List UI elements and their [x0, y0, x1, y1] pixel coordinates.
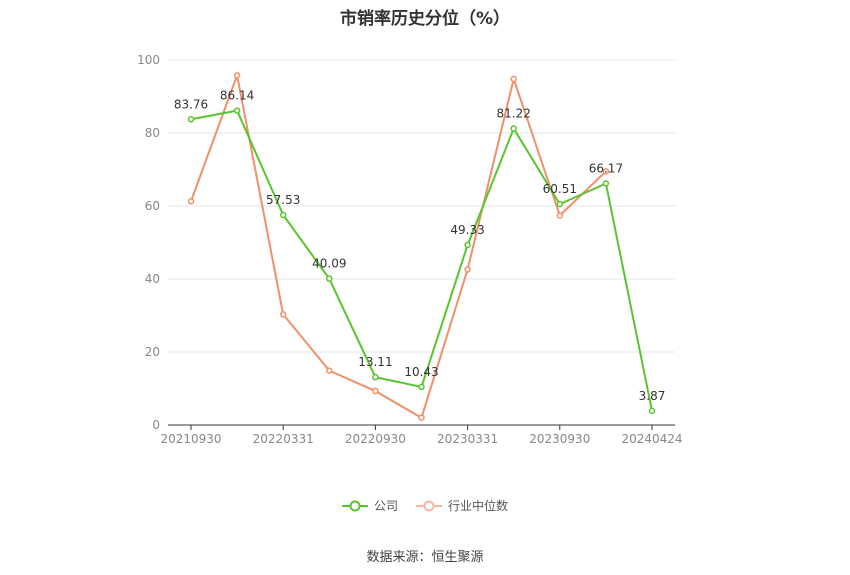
chart-title: 市销率历史分位（%） [339, 9, 511, 29]
data-point [602, 180, 610, 187]
data-labels: 83.76 86.14 57.53 40.09 13.11 10.43 49.33 81.22… [174, 89, 666, 403]
data-point [510, 75, 517, 83]
x-tick-label: 20220331 [253, 432, 314, 446]
series-line-1 [190, 74, 607, 419]
data-label: 83.76 [174, 97, 208, 111]
data-point [648, 407, 656, 415]
data-point [187, 116, 195, 123]
legend: 公司 行业中位数 [0, 497, 850, 514]
y-tick-label: 100 [137, 53, 160, 67]
industry-legend-icon [416, 500, 442, 511]
grid-lines [168, 59, 675, 426]
data-point [602, 168, 610, 175]
data-label: 13.11 [358, 355, 392, 369]
legend-item-industry[interactable]: 行业中位数 [416, 497, 508, 514]
y-axis: 0 20 40 60 80 100 [137, 53, 160, 432]
x-tick-label: 20210930 [160, 432, 221, 446]
data-point [326, 367, 333, 374]
x-tick-label: 20230331 [437, 432, 498, 446]
data-label: 81.22 [497, 107, 531, 121]
x-tick-label: 20240424 [621, 432, 682, 446]
company-legend-icon [341, 500, 368, 511]
data-label: 49.33 [450, 223, 484, 237]
data-label: 40.09 [312, 257, 346, 271]
data-point [464, 266, 471, 273]
data-label: 57.53 [266, 193, 300, 207]
y-tick-label: 20 [145, 345, 160, 359]
y-tick-label: 40 [145, 272, 160, 286]
data-point [556, 200, 564, 208]
y-tick-label: 80 [145, 126, 160, 140]
data-label: 66.17 [589, 161, 623, 175]
data-point [279, 211, 287, 219]
legend-label-industry: 行业中位数 [448, 499, 509, 513]
data-point [326, 275, 333, 282]
data-label: 86.14 [220, 89, 254, 103]
data-point [418, 414, 425, 421]
data-label: 10.43 [404, 365, 438, 379]
data-point [556, 212, 564, 219]
data-point [233, 72, 241, 79]
data-point [372, 387, 379, 395]
data-point [187, 198, 195, 205]
x-tick-label: 20230930 [529, 432, 590, 446]
y-tick-label: 0 [152, 418, 160, 432]
data-point [372, 373, 379, 381]
data-label: 60.51 [543, 182, 577, 196]
x-axis: 20210930 20220331 20220930 20230331 20230930… [160, 425, 683, 446]
x-tick-label: 20220930 [345, 432, 406, 446]
data-label: 3.87 [639, 389, 666, 403]
legend-item-company[interactable]: 公司 [341, 497, 398, 514]
series-layer [187, 72, 656, 421]
data-source: 数据来源：恒生聚源 [366, 550, 484, 565]
data-point [510, 125, 517, 132]
legend-label-company: 公司 [373, 499, 398, 513]
data-point [233, 107, 241, 114]
data-point [464, 241, 471, 249]
y-tick-label: 60 [145, 199, 160, 213]
data-point [418, 383, 425, 391]
data-point [279, 311, 287, 318]
